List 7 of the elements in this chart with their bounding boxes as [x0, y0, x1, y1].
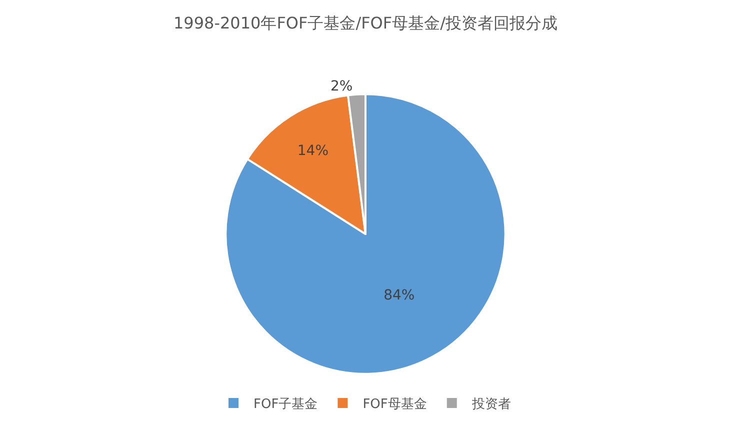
- legend-label: FOF母基金: [362, 397, 427, 412]
- chart-title: 1998-2010年FOF子基金/FOF母基金/投资者回报分成: [174, 13, 558, 32]
- data-label: 14%: [297, 143, 329, 160]
- legend-label: FOF子基金: [254, 397, 318, 412]
- data-label: 84%: [384, 287, 415, 304]
- legend-label: 投资者: [470, 397, 511, 412]
- data-label: 2%: [330, 78, 353, 94]
